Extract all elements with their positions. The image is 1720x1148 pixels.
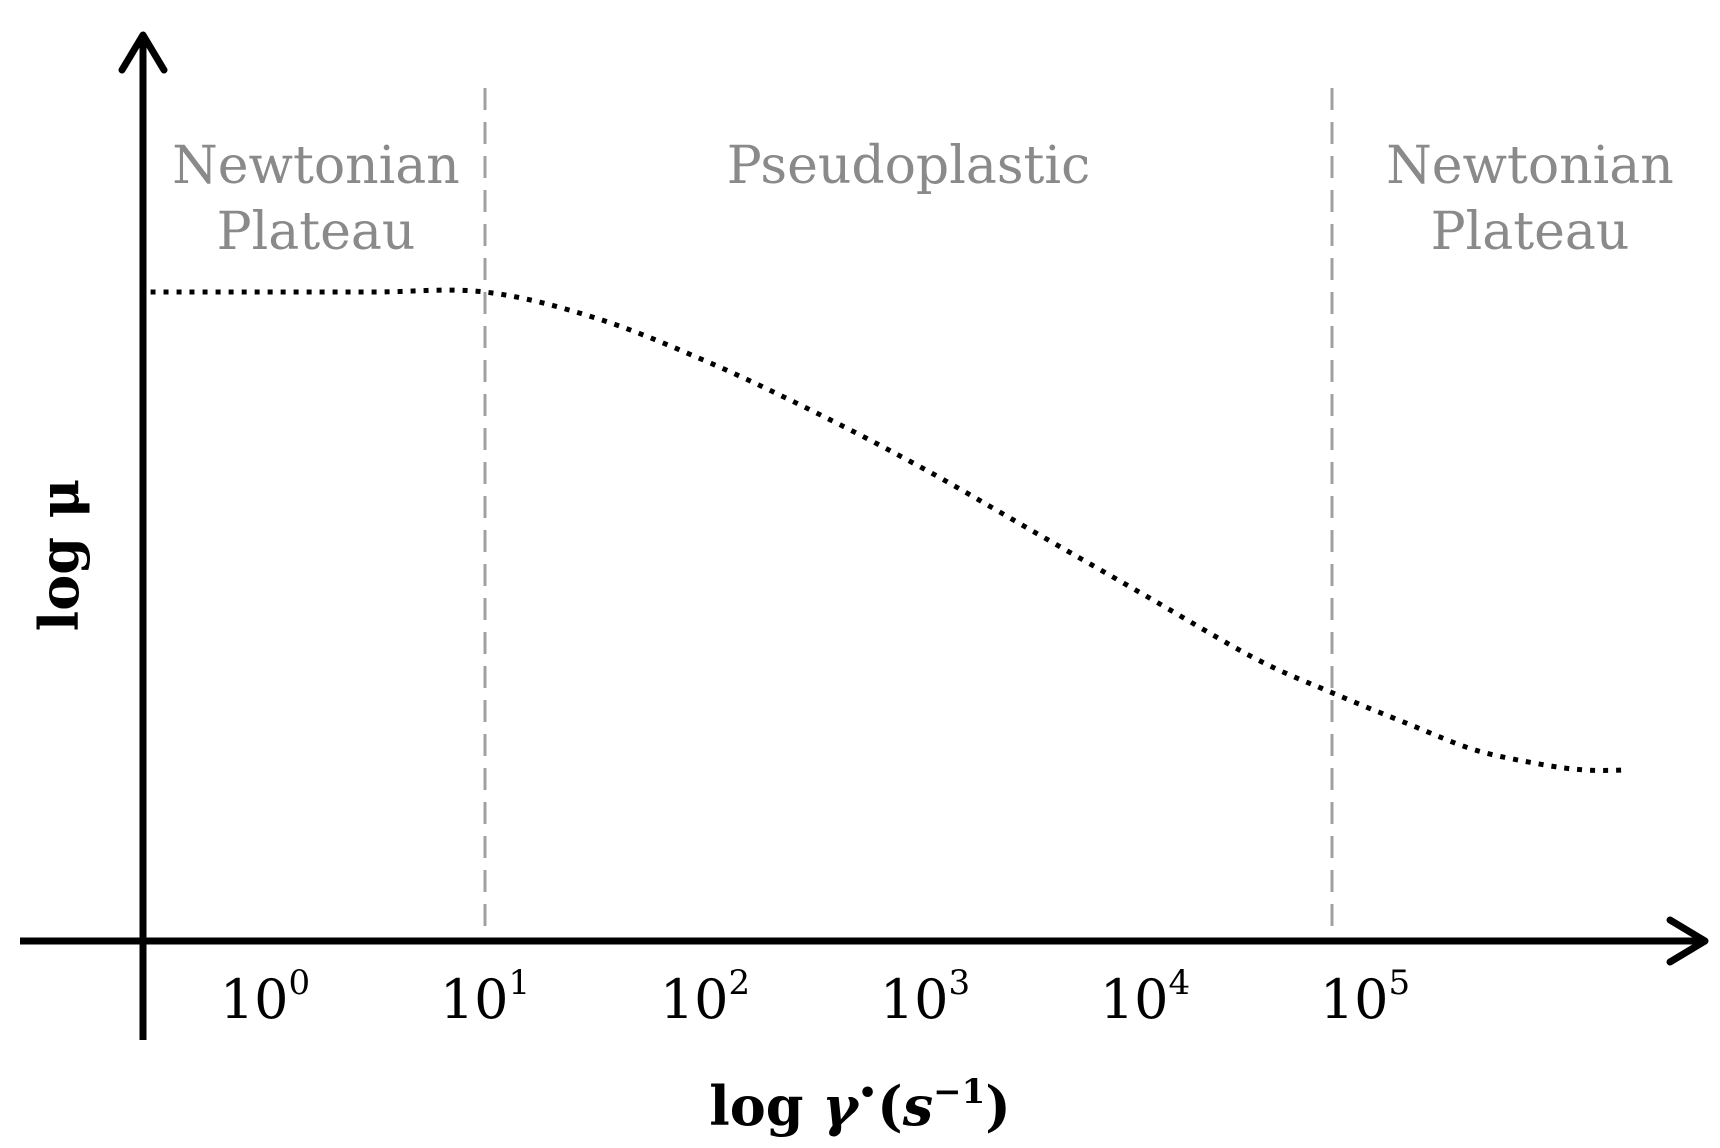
x-tick-label: 100: [220, 963, 310, 1031]
y-axis-arrow-icon: [118, 31, 168, 74]
x-axis-title-open: (: [877, 1074, 903, 1138]
region-label: Plateau: [1431, 202, 1630, 262]
x-tick-label: 101: [440, 963, 530, 1031]
x-tick-labels: 100 101 102 103 104 105: [220, 963, 1410, 1031]
viscosity-curve: [150, 287, 1630, 773]
y-axis-title: log μ: [27, 479, 91, 632]
x-axis-title-unit: s: [902, 1074, 933, 1138]
x-tick-label: 105: [1320, 963, 1410, 1031]
x-tick-label: 104: [1100, 963, 1190, 1031]
x-axis-title-dot: •: [858, 1076, 877, 1111]
x-axis-title-symbol: γ: [822, 1074, 860, 1138]
x-tick-label: 103: [880, 963, 970, 1031]
x-axis-arrow-icon: [1666, 916, 1709, 966]
region-boundaries: [483, 88, 1334, 941]
viscosity-curve-layer: [150, 287, 1630, 773]
x-axis-title-exponent: −1: [933, 1072, 985, 1112]
region-label: Pseudoplastic: [727, 136, 1090, 196]
x-axis-title-prefix: log: [709, 1074, 822, 1138]
region-label: Newtonian: [1386, 136, 1674, 196]
x-tick-label: 102: [660, 963, 750, 1031]
region-label: Plateau: [217, 202, 416, 262]
x-axis-title: log γ•(s−1): [709, 1072, 1011, 1138]
region-label: Newtonian: [172, 136, 460, 196]
x-axis-title-close: ): [985, 1074, 1011, 1138]
